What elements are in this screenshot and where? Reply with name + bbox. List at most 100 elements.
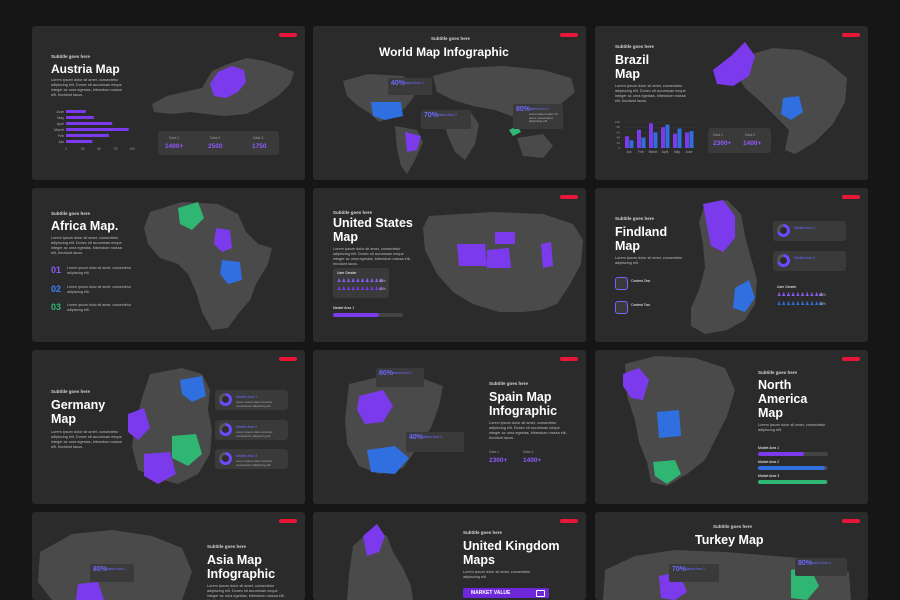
market-value-button[interactable]: MARKET VALUE [463, 588, 549, 598]
turkey-map [603, 550, 851, 600]
y-tick-label: 100 [615, 120, 620, 124]
user-gender-label: User Gender [777, 285, 797, 289]
y-tick-label: 80 [617, 125, 621, 129]
y-tick-label: 20 [617, 141, 621, 145]
subtitle: Subtitle goes here [615, 44, 655, 49]
subtitle: Subtitle goes here [615, 216, 655, 221]
callout-pct: 80% [379, 370, 394, 377]
africa-land [144, 202, 272, 330]
callout-market-1: 80% Market Area 1 [376, 368, 424, 387]
stat-label: Data 2 [523, 450, 534, 454]
slide-germany-map[interactable]: Subtitle goes here Germany Map Lorem ips… [32, 350, 305, 504]
box-title: Market Area 2 [236, 425, 258, 429]
slide-paragraph: Lorem ipsum dolor sit amet, consectetur … [489, 421, 567, 440]
slide-finland-map[interactable]: Subtitle goes here Findland Map Lorem ip… [595, 188, 868, 342]
slide-turkey-map[interactable]: Subtitle goes here Turkey Map 70% Market… [595, 512, 868, 600]
slide-title-line1: United States [333, 216, 413, 230]
germany-highlight-purple-south [144, 452, 176, 484]
slide-austria-map[interactable]: Subtitle goes here Austria Map Lorem ips… [32, 26, 305, 180]
brazil-highlight-purple [713, 42, 755, 86]
slide-title-line2: Map [333, 230, 358, 244]
callout-title: Market Area 3 [529, 107, 549, 111]
austria-highlight-region [210, 66, 246, 98]
state-highlight-b [487, 248, 511, 268]
slide-title-line1: North [758, 378, 792, 392]
bar [66, 122, 113, 125]
na-highlight-purple [623, 368, 649, 400]
slide-brazil-map[interactable]: Subtitle goes here Brazil Map Lorem ipsu… [595, 26, 868, 180]
stat-label: Data 1 [489, 450, 500, 454]
stat-label: Data 2 [210, 136, 221, 140]
slide-title-line1: Brazil [615, 53, 650, 67]
people-row-1: ♟♟♟♟♟♟♟♟♟♟ [777, 292, 824, 298]
people-row-2: ♟♟♟♟♟♟♟♟♟♟ [337, 286, 384, 292]
gender-pct-1: 80% [819, 293, 826, 297]
bar [66, 110, 86, 113]
callout-title: Market Area 1 [404, 81, 424, 85]
callout-pct: 80% [516, 106, 531, 113]
donut-icon [219, 423, 232, 436]
stat-label: Data 3 [253, 136, 264, 140]
slide-asia-map[interactable]: Subtitle goes here Asia Map Infographic … [32, 512, 305, 600]
slide-badge [842, 519, 860, 523]
stats-box: Data 1 2300+ Data 2 1400+ [708, 128, 771, 153]
bar [66, 128, 129, 131]
slide-paragraph: Lorem ipsum dolor sit amet, consectetur … [615, 256, 683, 265]
donut-icon [219, 452, 232, 465]
slide-united-states-map[interactable]: Subtitle goes here United States Map Lor… [313, 188, 586, 342]
market-box-1: Market Area 1 Lorem ipsum dolor sit amet… [215, 390, 288, 410]
callout-market-1: 40% Market Area 1 [388, 78, 432, 95]
column-series-1 [685, 132, 689, 148]
callout-title: Market Area 1 [106, 567, 126, 571]
x-tick-label: 50 [97, 147, 101, 151]
finland-highlight-purple [703, 200, 735, 252]
callout-pct: 40% [409, 434, 424, 441]
callout-market-1: 70% Market Area 1 [669, 564, 719, 582]
subtitle: Subtitle goes here [463, 530, 503, 535]
north-america-land [625, 356, 735, 486]
bar-label: Market Area 3 [758, 474, 780, 478]
slide-title-line3: Map [758, 406, 783, 420]
brazil-highlight-blue [781, 96, 803, 120]
callout-pct: 40% [391, 80, 406, 87]
stat-label: Data 1 [169, 136, 180, 140]
x-tick-label: 75 [114, 147, 118, 151]
brazil-highlight [405, 132, 421, 152]
list-text-1: Lorem ipsum dolor sit amet, consectetur … [67, 266, 131, 275]
column-series-1 [637, 129, 641, 148]
content-two-label: Content Two [631, 303, 650, 307]
slide-title-line1: Germany [51, 398, 106, 412]
x-tick-label: Feb [638, 150, 644, 154]
box-title: Market Area 3 [236, 454, 258, 458]
callout-pct: 70% [424, 112, 439, 119]
slide-world-map[interactable]: Subtitle goes here World Map Infographic… [313, 26, 586, 180]
slide-badge [279, 357, 297, 361]
progress-fill [333, 313, 379, 317]
slide-badge [279, 33, 297, 37]
stat-value: 1400+ [165, 143, 184, 150]
market-value-label: MARKET VALUE [471, 590, 511, 596]
slide-africa-map[interactable]: Subtitle goes here Africa Map. Lorem ips… [32, 188, 305, 342]
slide-north-america-map[interactable]: Subtitle goes here North America Map Lor… [595, 350, 868, 504]
state-highlight-a [457, 244, 487, 266]
germany-highlight-purple-west [128, 408, 150, 440]
uk-land [347, 530, 413, 600]
callout-title: Market Area 2 [422, 435, 442, 439]
slide-united-kingdom-map[interactable]: Subtitle goes here United Kingdom Maps L… [313, 512, 586, 600]
slide-spain-map[interactable]: Subtitle goes here Spain Map Infographic… [313, 350, 586, 504]
state-highlight-c [495, 232, 515, 244]
na-highlight-green [653, 460, 681, 484]
africa-highlight-purple [214, 228, 232, 252]
bar [66, 140, 93, 143]
germany-map [128, 368, 212, 484]
subtitle: Subtitle goes here [431, 36, 471, 41]
people-row-1: ♟♟♟♟♟♟♟♟♟♟ [337, 278, 384, 284]
callout-market-3: 80% Market Area 3 Lorem ipsum dolor sit … [513, 104, 563, 129]
content-one-icon [615, 277, 628, 290]
usa-map [423, 212, 583, 312]
subtitle: Subtitle goes here [51, 54, 91, 59]
user-gender-label: User Gender [337, 271, 357, 275]
wallet-icon [536, 590, 545, 597]
box-text: Lorem ipsum dolor sit amet, consectetur … [236, 400, 274, 408]
callout-title: Market Area 1 [685, 567, 705, 571]
